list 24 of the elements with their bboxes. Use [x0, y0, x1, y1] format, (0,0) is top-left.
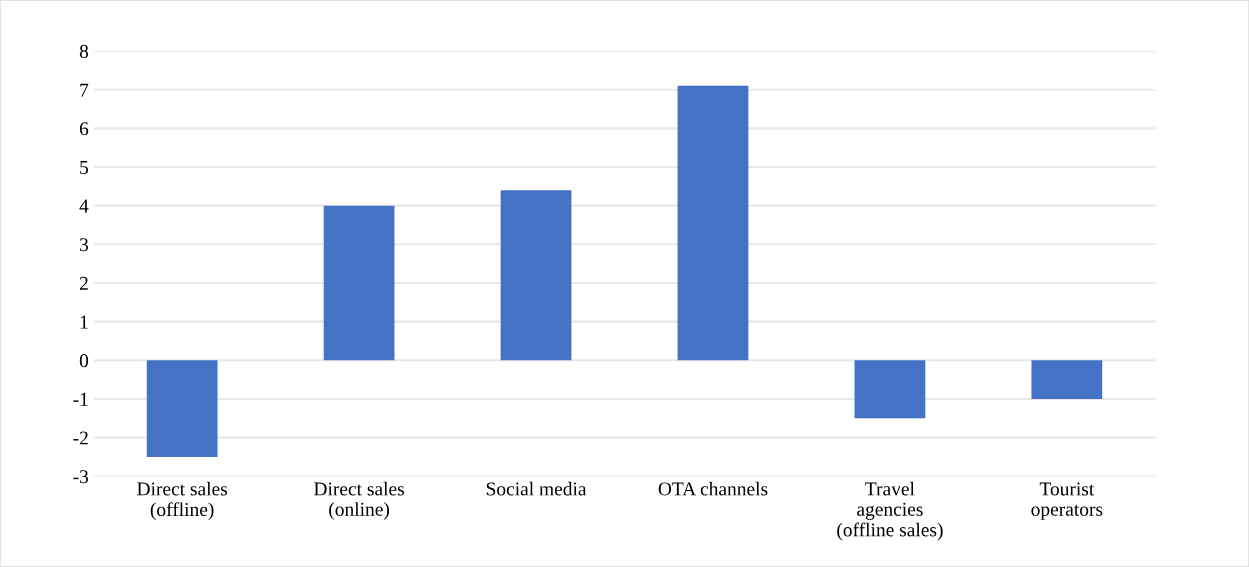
y-tick-label: 0	[79, 354, 89, 368]
y-tick-label: 1	[80, 315, 88, 329]
bar	[1031, 360, 1103, 399]
bar	[500, 190, 572, 361]
x-tick-label: OTA channels	[658, 481, 768, 496]
y-tick-label: 3	[80, 238, 89, 252]
x-tick-label: Tourist operators	[1031, 482, 1103, 520]
y-tick-label: 8	[79, 44, 89, 58]
y-tick-label: -1	[73, 392, 88, 406]
y-tick-label: 2	[79, 276, 88, 290]
y-tick-label: 5	[80, 161, 89, 174]
bar	[854, 360, 926, 419]
bar	[677, 85, 749, 361]
y-tick-label: 4	[79, 199, 89, 213]
x-tick-label: Direct sales (offline)	[137, 481, 228, 521]
y-tick-label: 6	[79, 122, 89, 136]
bar	[323, 205, 395, 361]
y-tick-label: 7	[80, 83, 89, 97]
x-tick-label: Travel agencies (offline sales)	[837, 481, 943, 541]
x-tick-label: Social media	[486, 481, 587, 496]
x-tick-label: Direct sales (online)	[314, 481, 404, 520]
bar	[146, 360, 218, 457]
y-tick-label: -3	[73, 470, 89, 484]
y-tick-label: -2	[73, 431, 88, 445]
